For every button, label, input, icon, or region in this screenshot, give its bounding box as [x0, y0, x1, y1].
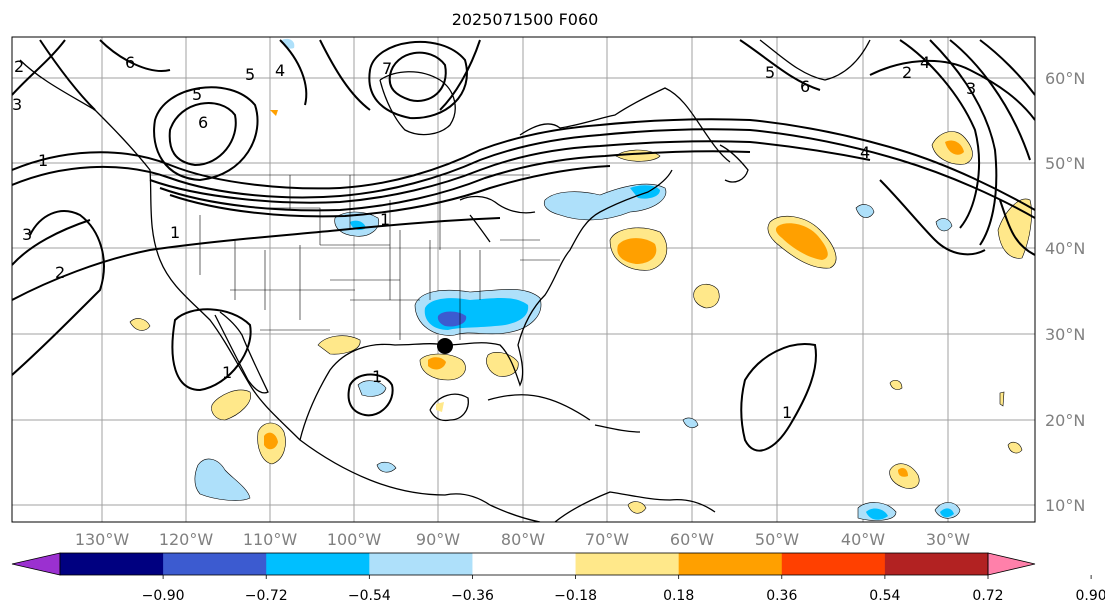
- contour-label: 3: [966, 79, 976, 98]
- contour-label: 2: [902, 63, 912, 82]
- colorbar-segment: [575, 553, 680, 575]
- latitude-label: 20°N: [1045, 411, 1085, 430]
- colorbar-segment: [987, 552, 1036, 576]
- contour-label: 1: [222, 363, 232, 382]
- colorbar-segment: [163, 553, 267, 575]
- colorbar-tick-label: −0.90: [142, 588, 185, 604]
- colorbar-tick-labels: −0.90 −0.72 −0.54 −0.36 −0.18 0.18 0.36 0.54 0.7…: [142, 575, 1105, 604]
- coastlines: [19, 39, 871, 522]
- colorbar-segment: [678, 553, 783, 575]
- contour-label: 1: [782, 403, 792, 422]
- latitude-labels: 60°N 50°N 40°N 30°N 20°N 10°N: [1045, 69, 1085, 515]
- map-frame: [11, 36, 1036, 523]
- colorbar: [11, 552, 1036, 576]
- colorbar-tick-label: −0.54: [348, 588, 391, 604]
- contour-lines: [12, 39, 1035, 452]
- longitude-label: 90°W: [416, 530, 460, 549]
- colorbar-tick-label: 0.90: [1076, 588, 1105, 604]
- colorbar-segment: [266, 553, 370, 575]
- contour-label: 3: [12, 95, 22, 114]
- latitude-label: 50°N: [1045, 154, 1085, 173]
- contour-label: 6: [125, 53, 135, 72]
- contour-label: 5: [245, 65, 255, 84]
- contour-label: 7: [382, 59, 392, 78]
- longitude-label: 80°W: [501, 530, 545, 549]
- contour-label: 2: [14, 57, 24, 76]
- contour-label: 4: [275, 61, 285, 80]
- shaded-regions: [129, 38, 1032, 521]
- colorbar-tick-label: −0.18: [554, 588, 597, 604]
- map-title: 2025071500 F060: [451, 10, 599, 29]
- colorbar-tick-label: 0.36: [766, 588, 797, 604]
- longitude-label: 70°W: [585, 530, 629, 549]
- latitude-label: 10°N: [1045, 496, 1085, 515]
- colorbar-segment: [60, 553, 164, 575]
- contour-label: 5: [765, 63, 775, 82]
- colorbar-segment: [11, 552, 61, 576]
- contour-label: 6: [198, 113, 208, 132]
- longitude-labels: 130°W 120°W 110°W 100°W 90°W 80°W 70°W 60°W 50°W…: [75, 530, 970, 549]
- longitude-label: 50°W: [755, 530, 799, 549]
- longitude-label: 100°W: [327, 530, 382, 549]
- latitude-label: 30°N: [1045, 325, 1085, 344]
- storm-center-marker: [437, 338, 453, 354]
- longitude-label: 40°W: [841, 530, 885, 549]
- longitude-label: 60°W: [670, 530, 714, 549]
- latitude-label: 60°N: [1045, 69, 1085, 88]
- longitude-label: 130°W: [75, 530, 130, 549]
- colorbar-tick-label: 0.72: [972, 588, 1003, 604]
- contour-label: 4: [920, 53, 930, 72]
- contour-label: 1: [170, 223, 180, 242]
- contour-label: 6: [800, 77, 810, 96]
- contour-labels: 6 5 6 5 3 2 1 3 2 1 1 1 1 1 5 6 4 3 2 4 …: [12, 53, 976, 422]
- contour-label: 3: [22, 225, 32, 244]
- colorbar-tick-label: −0.72: [245, 588, 288, 604]
- colorbar-tick-label: 0.18: [663, 588, 694, 604]
- contour-label: 1: [380, 210, 390, 229]
- longitude-label: 110°W: [243, 530, 298, 549]
- colorbar-segment: [781, 553, 886, 575]
- colorbar-segment: [472, 553, 577, 575]
- contour-label: 1: [38, 151, 48, 170]
- colorbar-tick-label: −0.36: [451, 588, 494, 604]
- contour-label: 1: [372, 367, 382, 386]
- longitude-label: 120°W: [159, 530, 214, 549]
- contour-label: 4: [860, 143, 870, 162]
- longitude-label: 30°W: [926, 530, 970, 549]
- contour-label: 5: [192, 85, 202, 104]
- colorbar-segment: [369, 553, 473, 575]
- colorbar-segment: [884, 553, 989, 575]
- contour-label: 2: [55, 263, 65, 282]
- latitude-label: 40°N: [1045, 239, 1085, 258]
- colorbar-tick-label: 0.54: [869, 588, 900, 604]
